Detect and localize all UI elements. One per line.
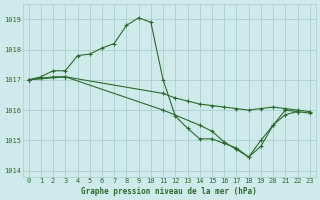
X-axis label: Graphe pression niveau de la mer (hPa): Graphe pression niveau de la mer (hPa) [81, 187, 257, 196]
